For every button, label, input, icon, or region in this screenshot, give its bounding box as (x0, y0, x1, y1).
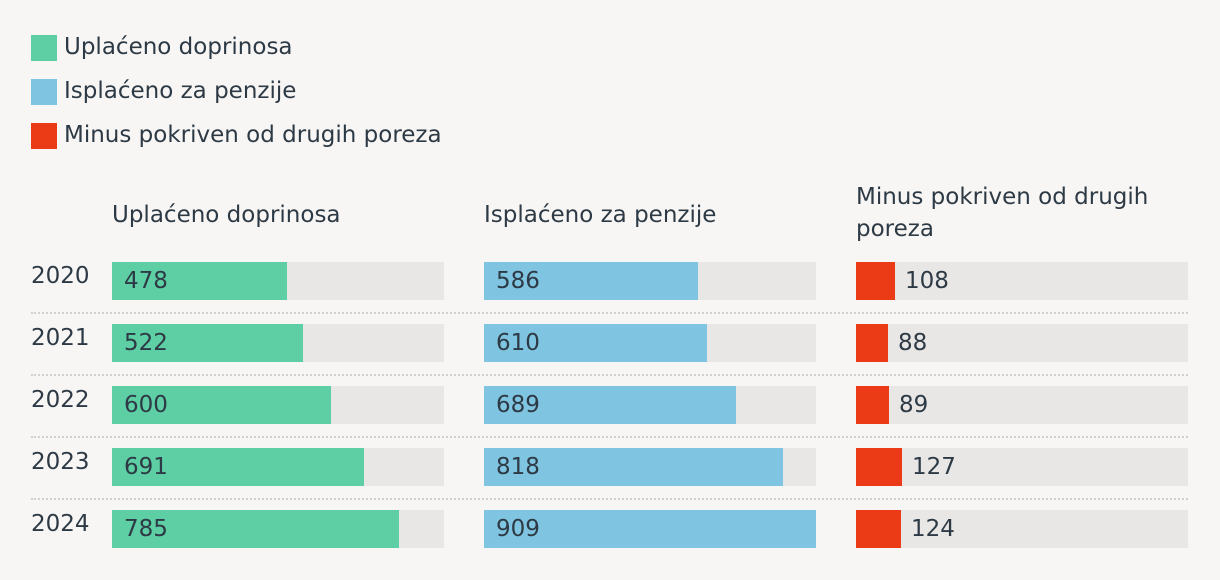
data-label-deficit: 127 (912, 454, 956, 480)
bar-deficit (856, 324, 888, 362)
bar-contributions (112, 324, 303, 362)
bar-pensions (484, 324, 707, 362)
column-header-deficit: Minus pokriven od drugih poreza (856, 184, 1149, 242)
data-label-deficit: 124 (911, 516, 955, 542)
bar-deficit (856, 386, 889, 424)
bar-track-pensions: 610 (484, 324, 816, 362)
data-label-deficit: 88 (898, 330, 928, 356)
data-label-deficit: 108 (905, 268, 949, 294)
bar-track-contributions: 600 (112, 386, 444, 424)
bar-pensions (484, 448, 783, 486)
bar-contributions (112, 448, 364, 486)
year-label: 2021 (31, 325, 90, 351)
year-label: 2024 (31, 511, 90, 537)
bar-track-deficit: 89 (856, 386, 1188, 424)
column-header-pensions: Isplaćeno za penzije (484, 202, 717, 228)
row-separator (31, 498, 1188, 500)
bar-contributions (112, 386, 331, 424)
bar-pensions (484, 510, 816, 548)
bar-track-pensions: 818 (484, 448, 816, 486)
bar-deficit (856, 262, 895, 300)
bar-track-contributions: 522 (112, 324, 444, 362)
year-label: 2023 (31, 449, 90, 475)
data-label-pensions: 909 (496, 516, 540, 542)
column-header-contributions: Uplaćeno doprinosa (112, 202, 341, 228)
row-separator (31, 374, 1188, 376)
data-label-contributions: 600 (124, 392, 168, 418)
data-label-contributions: 785 (124, 516, 168, 542)
bar-contributions (112, 510, 399, 548)
bar-track-pensions: 689 (484, 386, 816, 424)
bar-contributions (112, 262, 287, 300)
bar-track-pensions: 909 (484, 510, 816, 548)
legend-swatch-pensions (31, 79, 57, 105)
row-separator (31, 436, 1188, 438)
legend-swatch-contributions (31, 35, 57, 61)
bar-pensions (484, 262, 698, 300)
year-label: 2022 (31, 387, 90, 413)
bar-track-contributions: 478 (112, 262, 444, 300)
data-label-contributions: 691 (124, 454, 168, 480)
bar-track-contributions: 785 (112, 510, 444, 548)
legend-label-pensions: Isplaćeno za penzije (64, 78, 297, 104)
data-label-pensions: 610 (496, 330, 540, 356)
bar-deficit (856, 510, 901, 548)
data-label-contributions: 478 (124, 268, 168, 294)
legend-label-contributions: Uplaćeno doprinosa (64, 34, 293, 60)
bar-track-deficit: 124 (856, 510, 1188, 548)
bar-track-contributions: 691 (112, 448, 444, 486)
row-separator (31, 312, 1188, 314)
data-label-deficit: 89 (899, 392, 929, 418)
bar-track-deficit: 127 (856, 448, 1188, 486)
data-label-pensions: 689 (496, 392, 540, 418)
bar-track-deficit: 108 (856, 262, 1188, 300)
bar-pensions (484, 386, 736, 424)
bar-track-deficit: 88 (856, 324, 1188, 362)
data-label-pensions: 818 (496, 454, 540, 480)
data-label-contributions: 522 (124, 330, 168, 356)
legend-label-deficit: Minus pokriven od drugih poreza (64, 122, 442, 148)
bar-deficit (856, 448, 902, 486)
data-label-pensions: 586 (496, 268, 540, 294)
year-label: 2020 (31, 263, 90, 289)
legend-swatch-deficit (31, 123, 57, 149)
bar-track-pensions: 586 (484, 262, 816, 300)
